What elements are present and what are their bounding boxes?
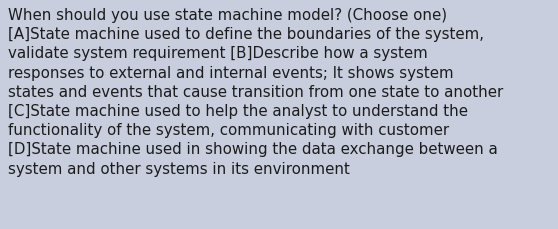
Text: When should you use state machine model? (Choose one)
[A]State machine used to d: When should you use state machine model?… [8,8,504,176]
